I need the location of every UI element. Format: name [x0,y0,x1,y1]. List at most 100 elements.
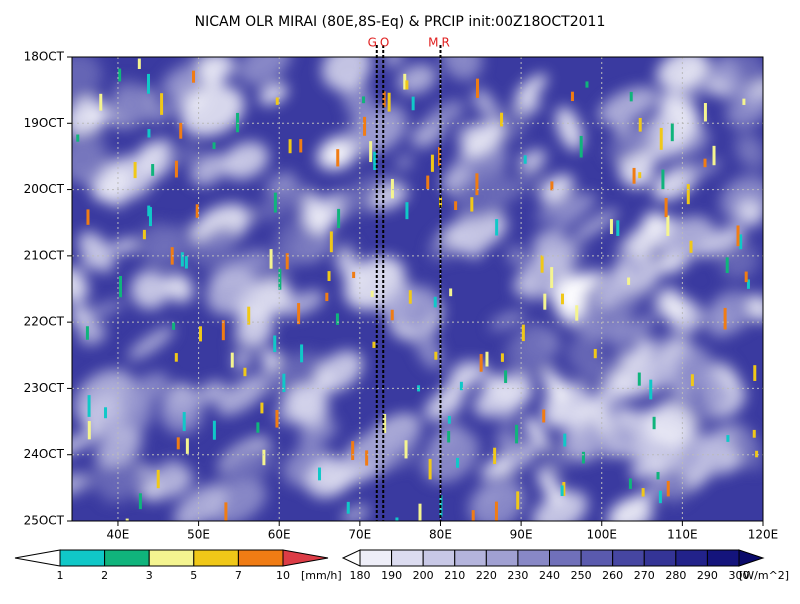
rain-cell [428,458,432,480]
colorbar-label: 260 [602,569,623,582]
rain-cell [224,502,228,521]
colorbar-label: 220 [476,569,497,582]
rain-cell [703,158,707,168]
rain-cell [493,447,497,465]
cloud [656,468,691,504]
cloud [719,242,759,280]
cloud [191,152,227,186]
rain-cell [746,279,750,289]
cloud [683,385,711,427]
rain-cell [262,449,266,466]
rain-cell [495,219,499,236]
rain-cell [521,324,525,342]
rain-cell [230,352,234,368]
cloud [453,167,512,221]
cloud [159,388,204,434]
rain-cell [362,96,366,104]
rain-cell [405,202,409,220]
marker-label: MR [428,36,453,50]
rain-cell [87,395,91,417]
rain-cell [550,181,554,191]
cloud [222,141,269,180]
cloud [369,183,409,211]
cloud [142,247,162,262]
rain-cell [659,127,663,150]
rain-cell [433,296,437,308]
colorbar-label: 210 [444,569,465,582]
rain-cell [752,429,756,438]
colorbar-label: 2 [101,569,108,582]
y-tick-label: 23OCT [24,381,65,395]
x-tick-label: 60E [268,528,291,542]
marker-label: GO [368,36,393,50]
cloud [321,57,372,91]
colorbar-label: 250 [571,569,592,582]
rain-cell [404,440,408,459]
rain-cell [273,335,277,353]
colorbar-box [706,549,740,567]
rain-cell [575,305,579,321]
y-tick-label: 24OCT [24,447,65,461]
rain-cell [540,255,544,273]
rain-cell [278,268,282,290]
rain-cell [147,205,151,217]
rain-cell [212,420,216,440]
rain-cell [327,271,331,281]
chart-title: NICAM OLR MIRAI (80E,8S-Eq) & PRCIP init… [195,14,606,30]
rain-cell [430,154,434,172]
rain-cell [335,313,339,325]
y-tick-label: 18OCT [24,50,65,64]
rain-cell [739,234,743,250]
rain-cell [661,169,665,190]
rain-cell [550,267,554,288]
rain-cell [456,457,460,468]
cloud [128,326,175,360]
cloud [621,216,676,257]
rain-cell [198,326,202,342]
rain-cell [656,472,660,480]
rain-cell [470,197,474,212]
cloud [110,79,151,124]
cloud [517,322,558,363]
rain-cell [273,192,277,213]
cloud [550,195,598,235]
cloud [395,154,413,171]
rain-cell [454,201,458,211]
rain-cell [133,162,137,179]
rain-cell [104,407,108,419]
colorbar-label: 300 [729,569,750,582]
rain-cell [475,78,479,98]
cloud [217,373,270,416]
rain-cell [652,416,656,430]
cloud [572,208,619,242]
cloud [581,358,628,383]
rain-cell [627,277,631,285]
rain-cell [403,73,407,90]
colorbar-label: 200 [413,569,434,582]
rain-cell [299,139,303,153]
rain-cell [408,290,412,304]
cloud [258,83,288,105]
colorbar-box [59,549,106,567]
rain-cell [666,215,670,236]
colorbar-label: 7 [235,569,242,582]
rain-cell [726,435,730,442]
cloud [153,460,190,496]
rain-cell [297,303,301,325]
rain-cell [723,307,727,330]
cloud [78,322,106,345]
colorbar-box [104,549,150,567]
colorbar-box [193,549,239,567]
rain-cell [563,433,567,447]
cloud [117,372,169,413]
rain-cell [703,103,707,122]
rain-cell [185,438,189,454]
x-tick-label: 110E [667,528,698,542]
cloud [238,57,291,86]
cloud [252,184,313,222]
rain-cell [370,290,374,298]
colorbar-label: 5 [190,569,197,582]
cloud [538,174,574,203]
rain-cell [560,485,564,496]
rain-cell [434,351,438,360]
